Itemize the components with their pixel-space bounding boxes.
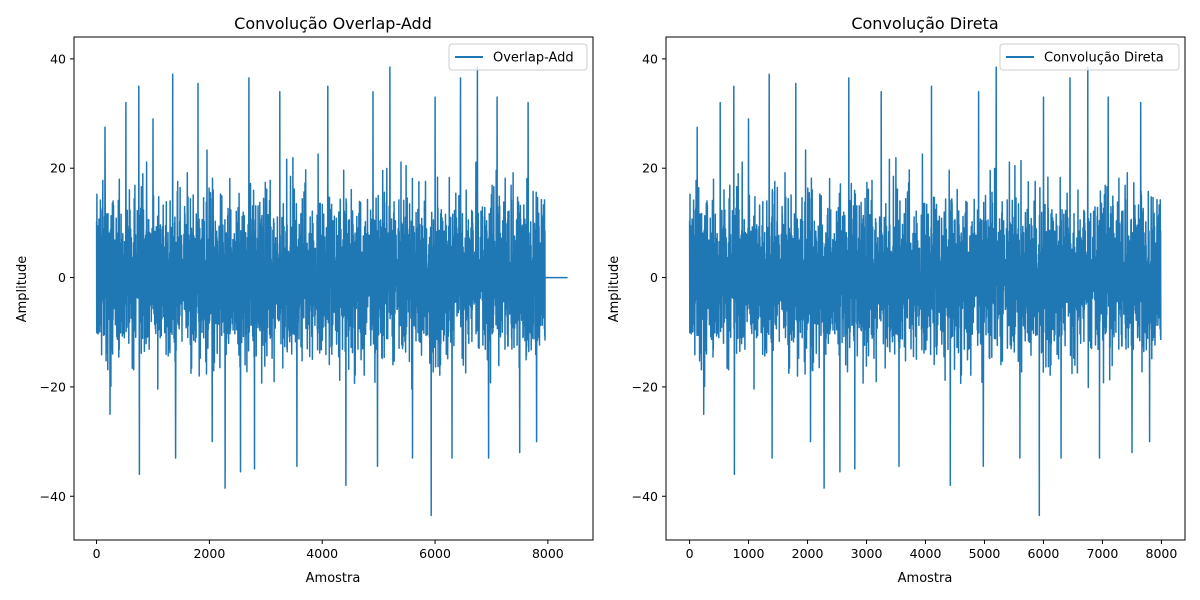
plot-area xyxy=(73,36,594,541)
x-axis-ticks: 0 2000 4000 6000 8000 xyxy=(93,540,564,561)
y-axis-label: Amplitude xyxy=(607,256,622,323)
series-layer xyxy=(688,66,1162,517)
x-axis-label: Amostra xyxy=(898,571,953,586)
y-tick-label: 40 xyxy=(50,51,66,66)
legend-label: Overlap-Add xyxy=(493,51,574,66)
y-tick-label: 0 xyxy=(58,270,66,285)
y-tick-label: 20 xyxy=(642,161,658,176)
x-tick-label: 8000 xyxy=(532,546,564,561)
subplot-overlap-add: Convolução Overlap-Add 0 2000 4000 6000 8000… xyxy=(15,14,594,586)
x-axis-ticks: 0 1000 2000 3000 4000 5000 6000 7000 8000 xyxy=(686,540,1178,561)
subplot-convolucao-direta: Convolução Direta 0 1000 2000 3000 4000 5000 6… xyxy=(607,14,1186,586)
chart-title: Convolução Overlap-Add xyxy=(234,14,432,33)
x-tick-label: 2000 xyxy=(792,546,824,561)
y-tick-label: −40 xyxy=(40,489,66,504)
x-tick-label: 3000 xyxy=(851,546,883,561)
x-tick-label: 7000 xyxy=(1087,546,1119,561)
legend: Overlap-Add xyxy=(448,43,588,71)
x-tick-label: 4000 xyxy=(910,546,942,561)
x-tick-label: 1000 xyxy=(733,546,765,561)
y-tick-label: −20 xyxy=(632,379,658,394)
x-tick-label: 4000 xyxy=(306,546,338,561)
legend-box xyxy=(448,43,588,71)
x-tick-label: 8000 xyxy=(1146,546,1178,561)
x-tick-label: 6000 xyxy=(1028,546,1060,561)
y-tick-label: −20 xyxy=(40,379,66,394)
y-axis-ticks: −40 −20 0 20 40 xyxy=(632,51,666,504)
x-axis-label: Amostra xyxy=(306,571,361,586)
legend-label: Convolução Direta xyxy=(1044,51,1164,66)
legend-box xyxy=(999,43,1180,71)
x-tick-label: 5000 xyxy=(969,546,1001,561)
x-tick-label: 0 xyxy=(686,546,694,561)
legend: Convolução Direta xyxy=(999,43,1180,71)
x-tick-label: 0 xyxy=(93,546,101,561)
series-line xyxy=(688,66,1162,517)
y-axis-ticks: −40 −20 0 20 40 xyxy=(40,51,74,504)
y-tick-label: 0 xyxy=(650,270,658,285)
y-axis-label: Amplitude xyxy=(15,256,30,323)
y-tick-label: 40 xyxy=(642,51,658,66)
x-tick-label: 2000 xyxy=(193,546,225,561)
axes-frame xyxy=(73,36,594,541)
chart-title: Convolução Direta xyxy=(851,14,998,33)
x-tick-label: 6000 xyxy=(419,546,451,561)
series-layer xyxy=(95,66,568,517)
y-tick-label: −40 xyxy=(632,489,658,504)
series-line xyxy=(95,66,568,517)
y-tick-label: 20 xyxy=(50,161,66,176)
